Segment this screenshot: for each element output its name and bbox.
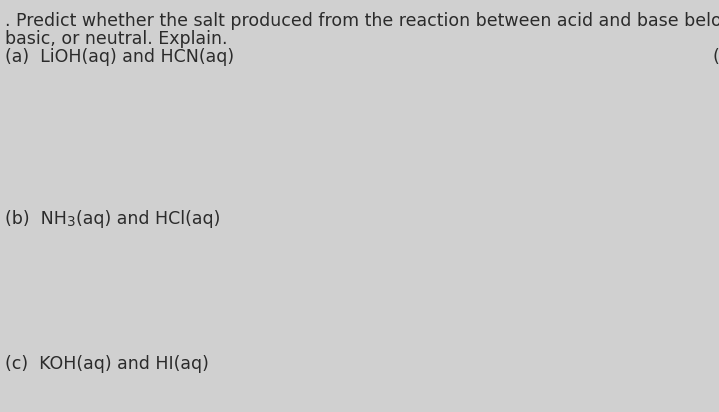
Text: (aq) and HCl(aq): (aq) and HCl(aq)	[76, 210, 221, 228]
Text: (b)  NH: (b) NH	[5, 210, 67, 228]
Text: (a)  LiOH(aq) and HCN(aq): (a) LiOH(aq) and HCN(aq)	[5, 48, 234, 66]
Text: (2: (2	[712, 48, 719, 66]
Text: 3: 3	[67, 215, 75, 229]
Text: . Predict whether the salt produced from the reaction between acid and base belo: . Predict whether the salt produced from…	[5, 12, 719, 30]
Text: basic, or neutral. Explain.: basic, or neutral. Explain.	[5, 30, 227, 48]
Text: (c)  KOH(aq) and HI(aq): (c) KOH(aq) and HI(aq)	[5, 355, 209, 373]
